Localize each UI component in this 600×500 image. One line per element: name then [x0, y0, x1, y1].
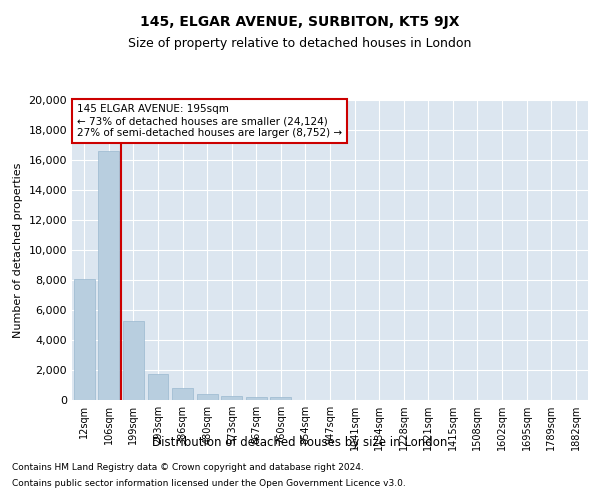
Bar	[197, 394, 218, 400]
Bar	[123, 320, 144, 400]
Text: 145, ELGAR AVENUE, SURBITON, KT5 9JX: 145, ELGAR AVENUE, SURBITON, KT5 9JX	[140, 15, 460, 29]
Bar	[271, 397, 292, 400]
Text: Distribution of detached houses by size in London: Distribution of detached houses by size …	[152, 436, 448, 449]
Text: Contains public sector information licensed under the Open Government Licence v3: Contains public sector information licen…	[12, 478, 406, 488]
Y-axis label: Number of detached properties: Number of detached properties	[13, 162, 23, 338]
Text: 145 ELGAR AVENUE: 195sqm
← 73% of detached houses are smaller (24,124)
27% of se: 145 ELGAR AVENUE: 195sqm ← 73% of detach…	[77, 104, 342, 138]
Bar	[148, 374, 169, 400]
Text: Contains HM Land Registry data © Crown copyright and database right 2024.: Contains HM Land Registry data © Crown c…	[12, 464, 364, 472]
Bar	[221, 396, 242, 400]
Bar	[98, 151, 119, 400]
Text: Size of property relative to detached houses in London: Size of property relative to detached ho…	[128, 38, 472, 51]
Bar	[246, 397, 267, 400]
Bar	[74, 278, 95, 400]
Bar	[172, 388, 193, 400]
